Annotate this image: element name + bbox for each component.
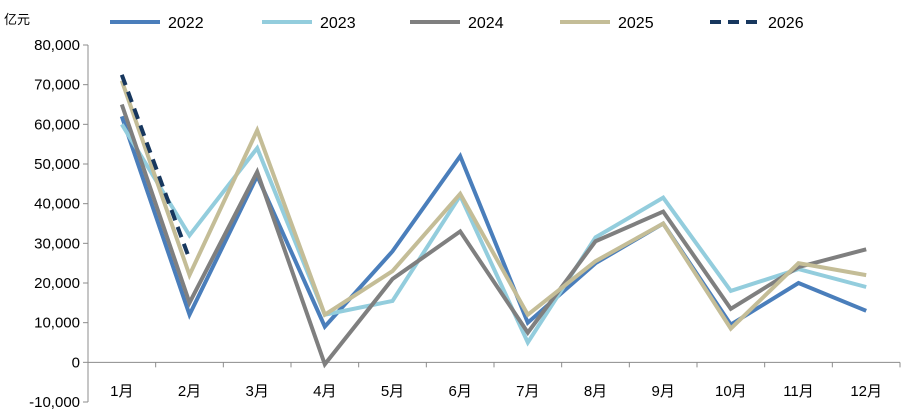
x-tick-label: 2月: [178, 383, 201, 400]
x-tick-label: 6月: [448, 383, 471, 400]
legend-label-2026: 2026: [768, 15, 804, 32]
x-tick-label: 4月: [313, 383, 336, 400]
series-line-2026: [119, 74, 192, 260]
legend-label-2022: 2022: [168, 15, 204, 32]
y-tick-label: 20,000: [34, 275, 80, 292]
y-tick-label: 30,000: [34, 235, 80, 252]
y-tick-label: 70,000: [34, 77, 80, 94]
series-line-2025: [119, 80, 867, 332]
legend-label-2024: 2024: [468, 15, 504, 32]
x-tick-label: 3月: [245, 383, 268, 400]
y-tick-label: 60,000: [34, 116, 80, 133]
x-tick-label: 8月: [584, 383, 607, 400]
x-tick-label: 9月: [651, 383, 674, 400]
y-tick-label: 50,000: [34, 156, 80, 173]
x-tick-label: 7月: [516, 383, 539, 400]
axes: -10,000 0 10,000 20,000 30,000 40,000 50,000 60…: [29, 37, 901, 411]
y-tick-label: -10,000: [29, 394, 80, 411]
y-axis-unit-label: 亿元: [4, 13, 30, 28]
x-tick-label: 5月: [381, 383, 404, 400]
legend-label-2023: 2023: [320, 15, 356, 32]
y-tick-label: 80,000: [34, 37, 80, 54]
series-layer: [119, 74, 867, 369]
x-tick-label: 12月: [850, 383, 882, 400]
y-tick-label: 40,000: [34, 196, 80, 213]
y-tick-label: 0: [72, 354, 80, 371]
x-tick-label: 11月: [783, 383, 814, 400]
x-tick-label: 10月: [715, 383, 747, 400]
y-tick-label: 10,000: [34, 315, 80, 332]
series-line-2023: [120, 123, 867, 347]
x-tick-label: 1月: [110, 383, 133, 400]
series-line-2024: [119, 103, 867, 369]
legend: 2022 2023 2024 2025 2026: [110, 15, 804, 32]
legend-label-2025: 2025: [618, 15, 654, 32]
